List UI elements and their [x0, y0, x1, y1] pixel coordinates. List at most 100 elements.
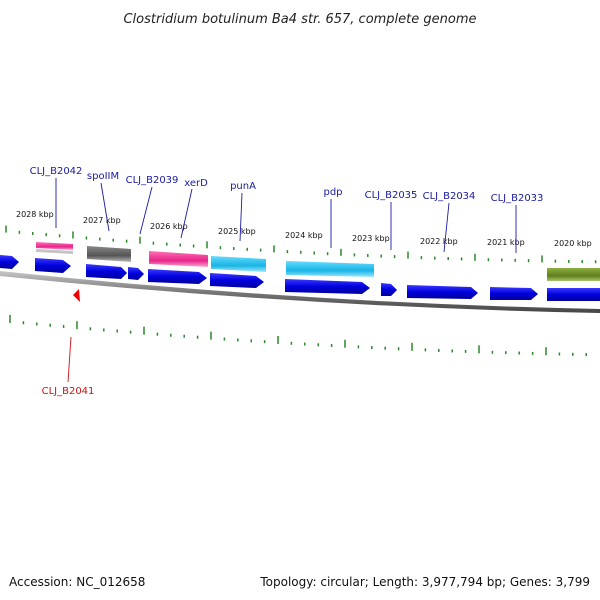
major-tick: [478, 345, 480, 354]
minor-tick: [22, 321, 25, 325]
major-tick: [474, 253, 476, 261]
minor-tick: [152, 241, 155, 245]
cds-arrow[interactable]: [0, 255, 19, 269]
minor-tick: [434, 256, 436, 260]
gene-label-clj-b2041[interactable]: CLJ_B2041: [42, 386, 95, 397]
gene-leaders: [55, 178, 517, 383]
gene-label-clj-b2033[interactable]: CLJ_B2033: [491, 193, 544, 204]
minor-tick: [487, 258, 490, 262]
cds-arrow[interactable]: [381, 283, 397, 296]
minor-tick: [237, 338, 239, 342]
minor-tick: [99, 237, 101, 241]
minor-tick: [518, 351, 520, 355]
kbp-label: 2028 kbp: [16, 210, 54, 219]
genome-backbone: [0, 271, 600, 313]
minor-tick: [491, 350, 494, 354]
major-tick: [210, 331, 212, 340]
cds-arrow[interactable]: [490, 287, 538, 300]
minor-tick: [89, 327, 92, 331]
minor-tick: [353, 253, 356, 257]
major-tick: [76, 321, 78, 330]
minor-tick: [45, 233, 47, 237]
inner-tick-row: [9, 314, 587, 357]
minor-tick: [554, 259, 557, 263]
minor-tick: [156, 332, 159, 336]
minor-tick: [393, 255, 396, 259]
minor-tick: [594, 260, 597, 264]
minor-tick: [527, 259, 530, 263]
gene-label-puna[interactable]: punA: [230, 181, 256, 192]
feature-bar-cyan[interactable]: [286, 261, 374, 277]
leader-line: [100, 182, 110, 232]
minor-tick: [32, 231, 34, 235]
cds-arrow[interactable]: [35, 258, 71, 273]
minor-tick: [514, 258, 516, 262]
minor-tick: [300, 250, 302, 254]
highlight-marker[interactable]: [73, 289, 80, 302]
major-tick: [411, 342, 413, 351]
minor-tick: [223, 337, 226, 341]
feature-bar-gray[interactable]: [87, 246, 131, 262]
gene-label-clj-b2042[interactable]: CLJ_B2042: [30, 166, 83, 177]
gene-label-clj-b2035[interactable]: CLJ_B2035: [365, 190, 418, 201]
feature-bar-pink[interactable]: [149, 251, 208, 267]
minor-tick: [313, 251, 315, 255]
gene-label-spoiim[interactable]: spoIIM: [87, 171, 119, 182]
feature-bar-cyan[interactable]: [211, 256, 266, 272]
feature-bar-olive[interactable]: [547, 268, 600, 281]
minor-tick: [304, 342, 306, 346]
minor-tick: [371, 346, 373, 350]
gene-label-clj-b2034[interactable]: CLJ_B2034: [423, 191, 476, 202]
major-tick: [9, 314, 11, 323]
major-tick: [143, 326, 145, 335]
major-tick: [273, 245, 275, 253]
cds-arrow[interactable]: [285, 279, 370, 294]
leader-line-red: [67, 336, 72, 383]
minor-tick: [505, 351, 507, 355]
minor-tick: [501, 258, 503, 262]
cds-arrow[interactable]: [547, 288, 600, 301]
minor-tick: [58, 234, 61, 238]
minor-tick: [290, 341, 293, 345]
cds-arrow[interactable]: [86, 264, 127, 279]
outer-tick-row: [5, 225, 597, 264]
minor-tick: [85, 236, 88, 240]
minor-tick: [367, 254, 369, 258]
minor-tick: [192, 244, 195, 248]
minor-tick: [447, 257, 449, 261]
minor-tick: [558, 352, 561, 356]
major-tick: [206, 241, 208, 249]
major-tick: [139, 236, 141, 244]
minor-tick: [196, 335, 199, 339]
minor-tick: [125, 239, 128, 243]
major-tick: [72, 231, 74, 239]
kbp-label: 2023 kbp: [352, 234, 390, 243]
minor-tick: [49, 323, 51, 327]
topology-text: Topology: circular; Length: 3,977,794 bp…: [259, 575, 590, 589]
minor-tick: [585, 353, 587, 357]
minor-tick: [233, 247, 235, 251]
major-tick: [407, 251, 409, 259]
feature-bar-pink[interactable]: [36, 242, 73, 250]
minor-tick: [62, 324, 65, 328]
cds-track: [0, 255, 600, 301]
cds-arrow[interactable]: [407, 285, 478, 299]
minor-tick: [317, 343, 319, 347]
cds-arrow[interactable]: [148, 269, 207, 284]
minor-tick: [451, 349, 453, 353]
gene-label-clj-b2039[interactable]: CLJ_B2039: [126, 175, 179, 186]
leader-line: [443, 202, 450, 253]
kbp-label: 2027 kbp: [83, 216, 121, 225]
minor-tick: [581, 260, 583, 264]
cds-arrow[interactable]: [128, 267, 144, 280]
gene-label-pdp[interactable]: pdp: [323, 187, 342, 198]
minor-tick: [179, 243, 181, 247]
minor-tick: [420, 256, 423, 260]
gene-label-xerd[interactable]: xerD: [184, 178, 208, 189]
kbp-label: 2025 kbp: [218, 227, 256, 236]
cds-arrow[interactable]: [210, 273, 264, 288]
minor-tick: [112, 238, 114, 242]
minor-tick: [397, 347, 400, 351]
minor-tick: [326, 252, 329, 256]
